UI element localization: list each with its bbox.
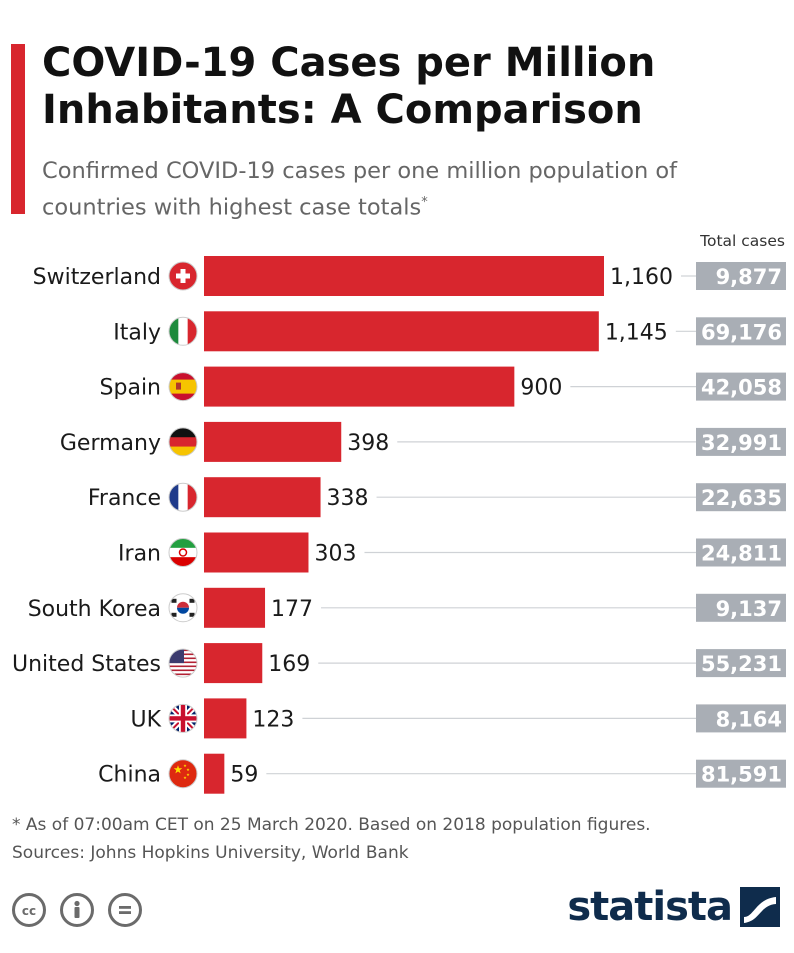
chart-title: COVID-19 Cases per Million Inhabitants: … xyxy=(42,40,656,133)
bar-germany xyxy=(204,421,342,462)
value-label-italy: 1,145 xyxy=(605,320,668,345)
attribution-icon[interactable] xyxy=(60,893,94,927)
france-flag-icon xyxy=(168,482,198,512)
value-label-switzerland: 1,160 xyxy=(610,265,673,290)
sources-note: Sources: Johns Hopkins University, World… xyxy=(12,843,409,863)
value-label-spain: 900 xyxy=(520,376,562,401)
total-cases-box-france xyxy=(696,483,786,512)
statista-mark-icon xyxy=(740,887,780,927)
total-cases-label-south-korea: 9,137 xyxy=(716,597,782,621)
bar-chart: Total cases Switzerland 1,160 9,877 Italy 1,1… xyxy=(12,232,786,794)
value-label-china: 59 xyxy=(230,763,258,788)
total-cases-box-switzerland xyxy=(696,262,786,290)
statista-logo[interactable]: statista xyxy=(567,882,780,932)
bar-china xyxy=(204,753,225,794)
bar-iran xyxy=(204,532,309,573)
title-accent-bar xyxy=(11,44,25,214)
total-cases-box-iran xyxy=(696,538,786,567)
value-label-uk: 123 xyxy=(252,707,294,732)
total-cases-label-uk: 8,164 xyxy=(716,707,782,731)
value-label-germany: 398 xyxy=(347,431,389,456)
iran-flag-icon xyxy=(168,538,198,567)
total-cases-box-spain xyxy=(696,372,786,401)
uk-flag-icon xyxy=(168,703,198,733)
footnote: * As of 07:00am CET on 25 March 2020. Ba… xyxy=(12,815,651,835)
total-cases-label-france: 22,635 xyxy=(701,486,782,510)
category-label-iran: Iran xyxy=(118,542,161,567)
value-label-iran: 303 xyxy=(314,542,356,567)
category-label-spain: Spain xyxy=(100,376,161,401)
bar-uk xyxy=(204,698,247,739)
south-korea-flag-icon xyxy=(168,593,198,623)
subtitle-text: Confirmed COVID-19 cases per one million… xyxy=(42,158,678,221)
total-cases-label-germany: 32,991 xyxy=(701,431,782,455)
total-cases-label-switzerland: 9,877 xyxy=(716,265,782,289)
total-cases-label-italy: 69,176 xyxy=(701,320,782,344)
total-cases-label-united-states: 55,231 xyxy=(701,652,782,676)
category-label-italy: Italy xyxy=(113,320,161,345)
bar-switzerland xyxy=(204,256,604,296)
united-states-flag-icon xyxy=(168,648,198,678)
value-label-united-states: 169 xyxy=(268,652,310,677)
category-label-uk: UK xyxy=(130,707,161,732)
category-label-france: France xyxy=(88,486,161,511)
switzerland-flag-icon xyxy=(168,261,198,291)
total-cases-header: Total cases xyxy=(699,232,785,250)
bar-south-korea xyxy=(204,587,266,628)
bar-italy xyxy=(204,311,599,352)
category-label-germany: Germany xyxy=(60,431,161,456)
germany-flag-icon xyxy=(168,427,198,457)
value-label-france: 338 xyxy=(327,486,369,511)
italy-flag-icon xyxy=(168,316,198,346)
creative-commons-icon[interactable]: cc xyxy=(12,893,46,927)
category-label-united-states: United States xyxy=(12,652,161,677)
china-flag-icon xyxy=(168,759,198,789)
bar-france xyxy=(204,477,321,518)
total-cases-label-spain: 42,058 xyxy=(701,376,782,400)
total-cases-box-china xyxy=(696,759,786,788)
total-cases-box-italy xyxy=(696,317,786,346)
svg-text:cc: cc xyxy=(22,904,36,918)
no-derivatives-icon[interactable] xyxy=(108,893,142,927)
subtitle-footnote-marker: * xyxy=(421,195,428,210)
logo-text: statista xyxy=(567,884,733,930)
chart-subtitle: Confirmed COVID-19 cases per one million… xyxy=(42,156,782,224)
total-cases-box-germany xyxy=(696,427,786,456)
category-label-south-korea: South Korea xyxy=(28,597,161,622)
total-cases-box-united-states xyxy=(696,649,786,678)
total-cases-label-iran: 24,811 xyxy=(701,542,782,566)
bar-united-states xyxy=(204,643,263,684)
bar-spain xyxy=(204,366,515,407)
spain-flag-icon xyxy=(168,372,198,402)
category-label-switzerland: Switzerland xyxy=(33,265,161,290)
category-label-china: China xyxy=(98,763,161,788)
value-label-south-korea: 177 xyxy=(271,597,313,622)
total-cases-label-china: 81,591 xyxy=(701,763,782,787)
total-cases-box-south-korea xyxy=(696,593,786,622)
total-cases-box-uk xyxy=(696,704,786,733)
